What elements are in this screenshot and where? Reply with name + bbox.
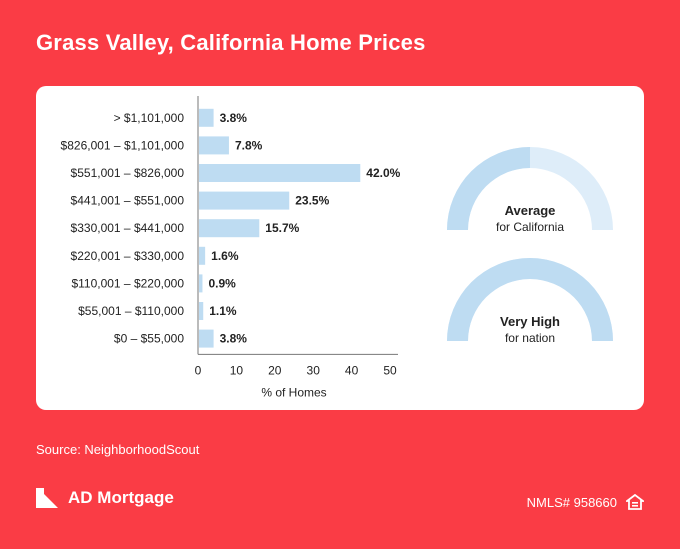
chart-card: > $1,101,000 3.8% $826,001 – $1,101,000 7.8… [36, 86, 644, 410]
gauge-label: Very High [500, 314, 560, 329]
nmls: NMLS# 958660 [527, 494, 644, 510]
bar-value-label: 1.1% [209, 304, 237, 318]
ad-mortgage-logo-icon [36, 488, 58, 508]
category-label: > $1,101,000 [114, 111, 185, 125]
bar-value-label: 23.5% [295, 194, 329, 208]
page-title: Grass Valley, California Home Prices [36, 30, 426, 55]
brand: AD Mortgage [36, 487, 174, 509]
category-label: $826,001 – $1,101,000 [61, 138, 185, 152]
brand-name: AD Mortgage [68, 488, 174, 507]
bar-value-label: 1.6% [211, 249, 239, 263]
x-tick-label: 20 [268, 363, 282, 377]
gauge-label: Average [505, 203, 556, 218]
x-tick-label: 50 [383, 363, 397, 377]
bar [199, 302, 204, 320]
gauge-fill [447, 147, 530, 230]
category-label: $55,001 – $110,000 [78, 304, 184, 318]
bar-value-label: 15.7% [265, 221, 299, 235]
category-label: $110,001 – $220,000 [71, 276, 184, 290]
x-tick-label: 0 [195, 363, 202, 377]
bar [199, 274, 203, 293]
category-label: $330,001 – $441,000 [71, 221, 185, 235]
source-note: Source: NeighborhoodScout [36, 442, 200, 457]
bar [199, 191, 290, 210]
x-tick-label: 40 [345, 363, 359, 377]
bar [199, 246, 206, 265]
x-tick-label: 30 [307, 363, 321, 377]
x-tick-label: 10 [230, 363, 244, 377]
bar-value-label: 3.8% [220, 111, 248, 125]
equal-housing-icon [626, 494, 644, 510]
bar [199, 164, 361, 182]
category-label: $0 – $55,000 [114, 332, 184, 346]
gauge-sublabel: for nation [505, 331, 555, 345]
bar-value-label: 0.9% [208, 276, 236, 290]
bar-value-label: 42.0% [366, 166, 400, 180]
x-axis-label: % of Homes [261, 385, 326, 399]
bar-value-label: 7.8% [235, 138, 263, 152]
gauge-sublabel: for California [496, 220, 564, 234]
nmls-number: NMLS# 958660 [526, 494, 617, 510]
bar [199, 329, 214, 348]
category-label: $441,001 – $551,000 [71, 194, 185, 208]
bar [199, 108, 214, 127]
bar [199, 136, 229, 155]
bar [199, 219, 260, 238]
bar-chart: > $1,101,000 3.8% $826,001 – $1,101,000 7.8… [61, 96, 613, 399]
gauge-fill [447, 258, 613, 341]
bar-value-label: 3.8% [220, 332, 248, 346]
category-label: $551,001 – $826,000 [71, 166, 185, 180]
category-label: $220,001 – $330,000 [71, 249, 185, 263]
